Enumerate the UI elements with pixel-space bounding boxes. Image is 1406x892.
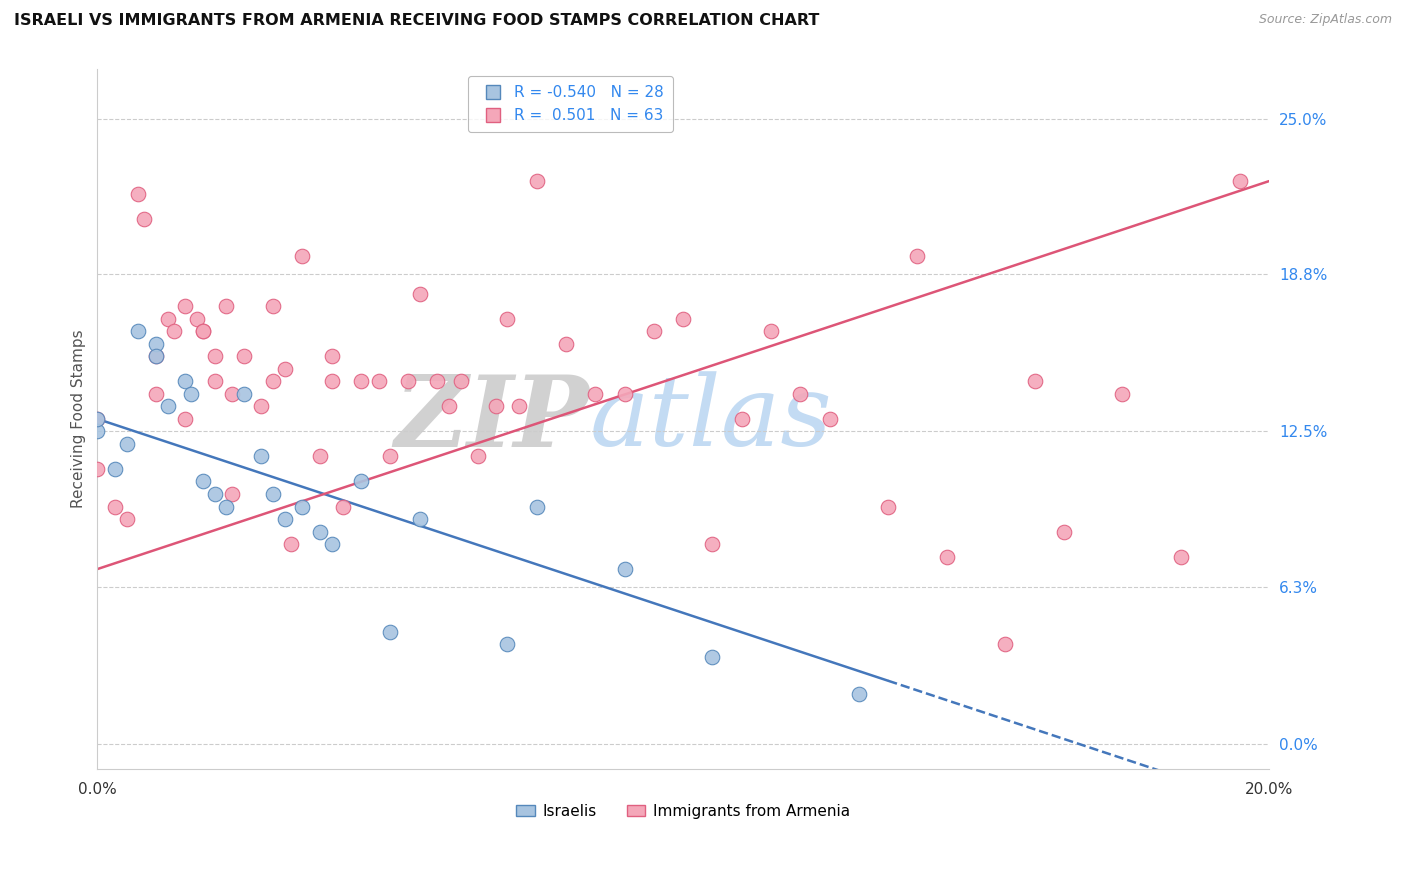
Point xyxy=(1111,387,1133,401)
Point xyxy=(221,387,243,401)
Point xyxy=(1170,549,1192,564)
Point xyxy=(731,412,754,426)
Y-axis label: Receiving Food Stamps: Receiving Food Stamps xyxy=(72,330,86,508)
Point xyxy=(583,387,606,401)
Point xyxy=(134,211,156,226)
Point xyxy=(274,362,297,376)
Point xyxy=(1229,174,1251,188)
Point xyxy=(104,462,127,476)
Point xyxy=(321,537,343,551)
Point xyxy=(380,450,402,464)
Point xyxy=(496,311,519,326)
Point xyxy=(274,512,297,526)
Point xyxy=(156,400,179,414)
Point xyxy=(215,299,238,313)
Point xyxy=(450,375,472,389)
Point xyxy=(232,387,254,401)
Point xyxy=(145,349,167,363)
Point xyxy=(127,324,149,338)
Point xyxy=(408,512,430,526)
Point xyxy=(396,375,419,389)
Point xyxy=(426,375,449,389)
Point xyxy=(174,375,197,389)
Point xyxy=(380,624,402,639)
Point xyxy=(156,311,179,326)
Point xyxy=(127,186,149,201)
Point xyxy=(186,311,208,326)
Point xyxy=(191,324,214,338)
Point xyxy=(485,400,508,414)
Point xyxy=(877,500,900,514)
Point xyxy=(367,375,389,389)
Point xyxy=(115,437,138,451)
Point xyxy=(702,537,724,551)
Point xyxy=(350,375,373,389)
Point xyxy=(86,412,108,426)
Point xyxy=(994,637,1017,651)
Point xyxy=(204,375,226,389)
Point xyxy=(309,450,332,464)
Point xyxy=(174,299,197,313)
Point xyxy=(496,637,519,651)
Point xyxy=(191,324,214,338)
Point xyxy=(789,387,811,401)
Point xyxy=(262,375,284,389)
Point xyxy=(145,387,167,401)
Point xyxy=(262,487,284,501)
Point xyxy=(935,549,957,564)
Text: atlas: atlas xyxy=(589,371,832,467)
Point xyxy=(215,500,238,514)
Point xyxy=(250,450,273,464)
Point xyxy=(86,462,108,476)
Point xyxy=(162,324,184,338)
Point xyxy=(262,299,284,313)
Point xyxy=(280,537,302,551)
Point xyxy=(613,562,636,576)
Point xyxy=(848,687,870,701)
Point xyxy=(309,524,332,539)
Point xyxy=(526,500,548,514)
Legend: Israelis, Immigrants from Armenia: Israelis, Immigrants from Armenia xyxy=(510,797,856,825)
Point xyxy=(907,249,929,263)
Point xyxy=(526,174,548,188)
Point xyxy=(86,425,108,439)
Point xyxy=(291,500,314,514)
Point xyxy=(467,450,489,464)
Point xyxy=(174,412,197,426)
Point xyxy=(1053,524,1076,539)
Point xyxy=(321,349,343,363)
Point xyxy=(350,475,373,489)
Point xyxy=(643,324,665,338)
Point xyxy=(332,500,354,514)
Text: ZIP: ZIP xyxy=(395,371,589,467)
Point xyxy=(702,649,724,664)
Text: ISRAELI VS IMMIGRANTS FROM ARMENIA RECEIVING FOOD STAMPS CORRELATION CHART: ISRAELI VS IMMIGRANTS FROM ARMENIA RECEI… xyxy=(14,13,820,29)
Point xyxy=(86,412,108,426)
Point xyxy=(221,487,243,501)
Point xyxy=(250,400,273,414)
Point xyxy=(145,349,167,363)
Point xyxy=(508,400,530,414)
Point xyxy=(232,349,254,363)
Point xyxy=(555,336,578,351)
Point xyxy=(204,349,226,363)
Point xyxy=(191,475,214,489)
Point xyxy=(437,400,460,414)
Point xyxy=(321,375,343,389)
Point xyxy=(145,336,167,351)
Point xyxy=(408,286,430,301)
Point xyxy=(115,512,138,526)
Point xyxy=(204,487,226,501)
Point xyxy=(818,412,841,426)
Point xyxy=(672,311,695,326)
Point xyxy=(180,387,202,401)
Text: Source: ZipAtlas.com: Source: ZipAtlas.com xyxy=(1258,13,1392,27)
Point xyxy=(291,249,314,263)
Point xyxy=(613,387,636,401)
Point xyxy=(1024,375,1046,389)
Point xyxy=(759,324,782,338)
Point xyxy=(104,500,127,514)
